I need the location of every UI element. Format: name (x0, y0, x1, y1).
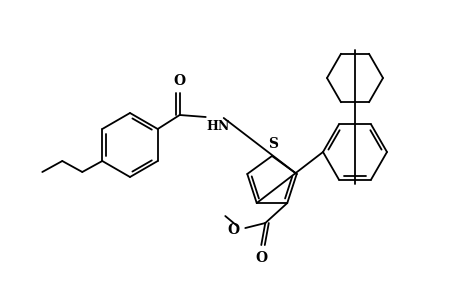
Text: O: O (174, 74, 185, 88)
Text: O: O (227, 223, 239, 237)
Text: S: S (268, 137, 277, 151)
Text: HN: HN (206, 120, 230, 133)
Text: O: O (255, 251, 267, 265)
